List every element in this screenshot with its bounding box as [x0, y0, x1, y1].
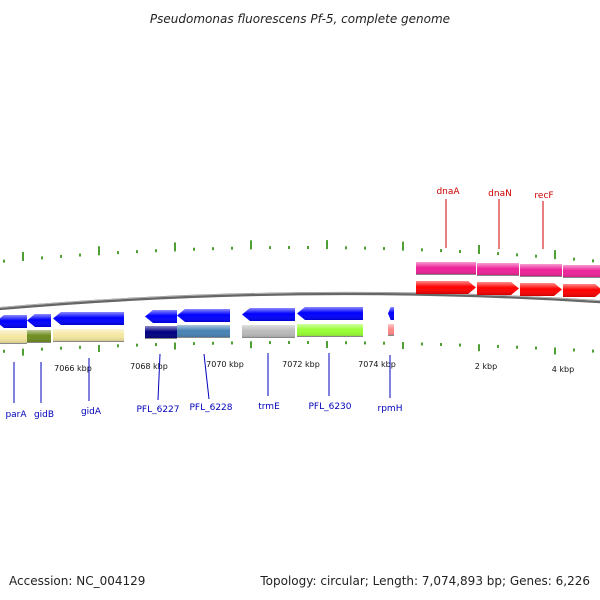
scale-ticks-bottom: [3, 341, 594, 356]
gene-label-dnaA: dnaA: [436, 187, 460, 197]
cog-gidB-shading: [27, 330, 51, 343]
cog-gidA-shading: [53, 329, 124, 342]
scale-label: 4 kbp: [552, 365, 574, 374]
gene-rpmH-shading: [388, 307, 394, 320]
gene-label-trmE: trmE: [258, 402, 280, 412]
scale-label: 7070 kbp: [206, 360, 244, 369]
gene-PFL_6230-shading: [297, 307, 363, 320]
scale-label: 7074 kbp: [358, 360, 396, 369]
forward-gene-labels: dnaA dnaN recF: [436, 187, 554, 249]
gene-label-recF: recF: [534, 191, 553, 201]
cog-parA-ext-shading: [0, 330, 27, 344]
cog-PFL_6230-shading: [297, 324, 363, 337]
leader-line: [157, 353, 161, 401]
gene-trmE-shading: [242, 308, 295, 321]
cog-PFL_6228-shading: [177, 325, 230, 338]
scale-labels: 7066 kbp 7068 kbp 7070 kbp 7072 kbp 7074…: [54, 360, 574, 374]
scale-label: 7072 kbp: [282, 360, 320, 369]
cog-dnaA-shading: [416, 262, 476, 275]
scale-ticks-top: [3, 240, 594, 263]
cog-trmE-shading: [242, 325, 295, 338]
gene-label-parA: parA: [5, 410, 27, 420]
gene-label-gidA: gidA: [81, 407, 102, 417]
gene-gene-shading: [563, 284, 600, 297]
topology-text: Topology: circular; Length: 7,074,893 bp…: [259, 574, 590, 588]
gene-dnaA-shading: [416, 281, 476, 294]
scale-label: 2 kbp: [475, 362, 497, 371]
cog-dnaN-shading: [477, 263, 519, 276]
gene-label-PFL_6227: PFL_6227: [136, 405, 179, 415]
gene-label-rpmH: rpmH: [378, 404, 403, 414]
gene-label-PFL_6230: PFL_6230: [308, 402, 351, 412]
gene-parA-shading: [0, 315, 27, 328]
backbone-highlight: [0, 292, 600, 308]
gene-gidA-shading: [53, 312, 124, 325]
reverse-gene-labels: parA gidB gidA PFL_6227 PFL_6228 trmE PF…: [5, 353, 402, 420]
gene-label-gidB: gidB: [34, 410, 54, 420]
scale-label: 7066 kbp: [54, 364, 92, 373]
gene-PFL_6228-shading: [177, 309, 230, 322]
gene-recF-shading: [520, 283, 562, 296]
gene-track: [0, 262, 600, 344]
map-title: Pseudomonas fluorescens Pf-5, complete g…: [150, 12, 450, 26]
cog-PFL_6227-shading: [145, 326, 177, 339]
genome-backbone: [0, 291, 600, 311]
cog-gene-shading: [563, 265, 600, 278]
cog-recF-shading: [520, 264, 562, 277]
cog-rpmH-shading: [388, 324, 394, 336]
gene-dnaN-shading: [477, 282, 519, 295]
gene-gidB-shading: [27, 314, 51, 327]
gene-label-dnaN: dnaN: [488, 189, 512, 199]
gene-PFL_6227-shading: [145, 310, 177, 323]
leader-line: [203, 353, 210, 400]
accession-text: Accession: NC_004129: [9, 574, 145, 588]
scale-label: 7068 kbp: [130, 362, 168, 371]
gene-label-PFL_6228: PFL_6228: [189, 403, 232, 413]
